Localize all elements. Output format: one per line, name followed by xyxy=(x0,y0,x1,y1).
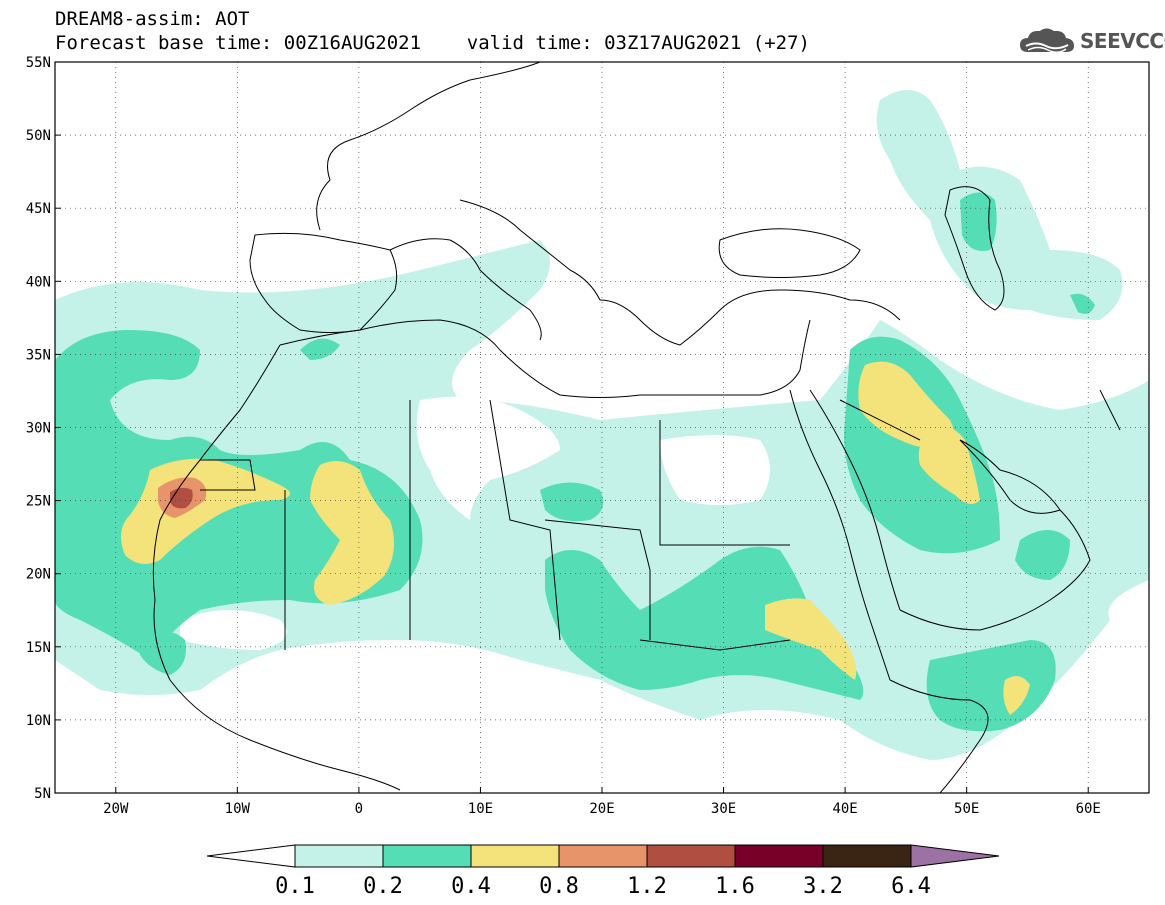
colorbar-swatch xyxy=(646,844,736,868)
seevccc-logo: SEEVCCC xyxy=(1018,26,1165,56)
longitude-labels: 20W 10W 0 10E 20E 30E 40E 50E 60E xyxy=(103,787,1101,817)
map-subtitle-times: Forecast base time: 00Z16AUG2021 valid t… xyxy=(55,32,810,54)
coastlines-borders xyxy=(152,62,1121,793)
lat-tick-label: 30N xyxy=(26,421,51,437)
lon-tick-label: 50E xyxy=(954,801,979,817)
lat-tick-label: 5N xyxy=(34,786,51,802)
colorbar-level-label: 3.2 xyxy=(803,874,843,899)
logo-text: SEEVCCC xyxy=(1080,29,1165,53)
lat-tick-label: 55N xyxy=(26,55,51,71)
colorbar-upper-arrow xyxy=(910,844,1000,868)
colorbar-swatch xyxy=(822,844,912,868)
lat-tick-label: 40N xyxy=(26,274,51,290)
lat-tick-label: 15N xyxy=(26,640,51,656)
colorbar-level-label: 1.6 xyxy=(715,874,755,899)
aot-fields xyxy=(55,90,1149,793)
colorbar-level-label: 1.2 xyxy=(627,874,667,899)
latitude-labels: 55N 50N 45N 40N 35N 30N 25N 20N 15N 10N 5N xyxy=(26,55,61,802)
lon-tick-label: 10E xyxy=(468,801,493,817)
colorbar-lower-arrow xyxy=(206,844,296,868)
lon-tick-label: 30E xyxy=(711,801,736,817)
lat-tick-label: 50N xyxy=(26,128,51,144)
map-title: DREAM8-assim: AOT xyxy=(55,8,250,30)
lat-tick-label: 20N xyxy=(26,567,51,583)
colorbar-level-label: 0.1 xyxy=(275,874,315,899)
colorbar-swatch xyxy=(382,844,472,868)
colorbar-swatch xyxy=(558,844,648,868)
aot-gaps xyxy=(180,396,770,793)
cloud-logo-icon xyxy=(1020,28,1074,53)
colorbar-swatch xyxy=(734,844,824,868)
colorbar-level-label: 6.4 xyxy=(891,874,931,899)
lon-tick-label: 20W xyxy=(103,801,129,817)
colorbar-swatch xyxy=(294,844,384,868)
lon-tick-label: 60E xyxy=(1076,801,1101,817)
colorbar-level-label: 0.2 xyxy=(363,874,403,899)
lon-tick-label: 40E xyxy=(832,801,857,817)
lon-tick-label: 10W xyxy=(225,801,251,817)
lon-tick-label: 20E xyxy=(589,801,614,817)
lat-tick-label: 10N xyxy=(26,713,51,729)
lat-tick-label: 45N xyxy=(26,201,51,217)
colorbar-level-label: 0.4 xyxy=(451,874,491,899)
lat-tick-label: 35N xyxy=(26,347,51,363)
colorbar-level-label: 0.8 xyxy=(539,874,579,899)
colorbar-swatch xyxy=(470,844,560,868)
graticule xyxy=(55,62,1149,793)
colorbar: 0.1 0.2 0.4 0.8 1.2 1.6 3.2 6.4 xyxy=(206,844,1000,899)
lon-tick-label: 0 xyxy=(355,801,363,817)
lat-tick-label: 25N xyxy=(26,494,51,510)
